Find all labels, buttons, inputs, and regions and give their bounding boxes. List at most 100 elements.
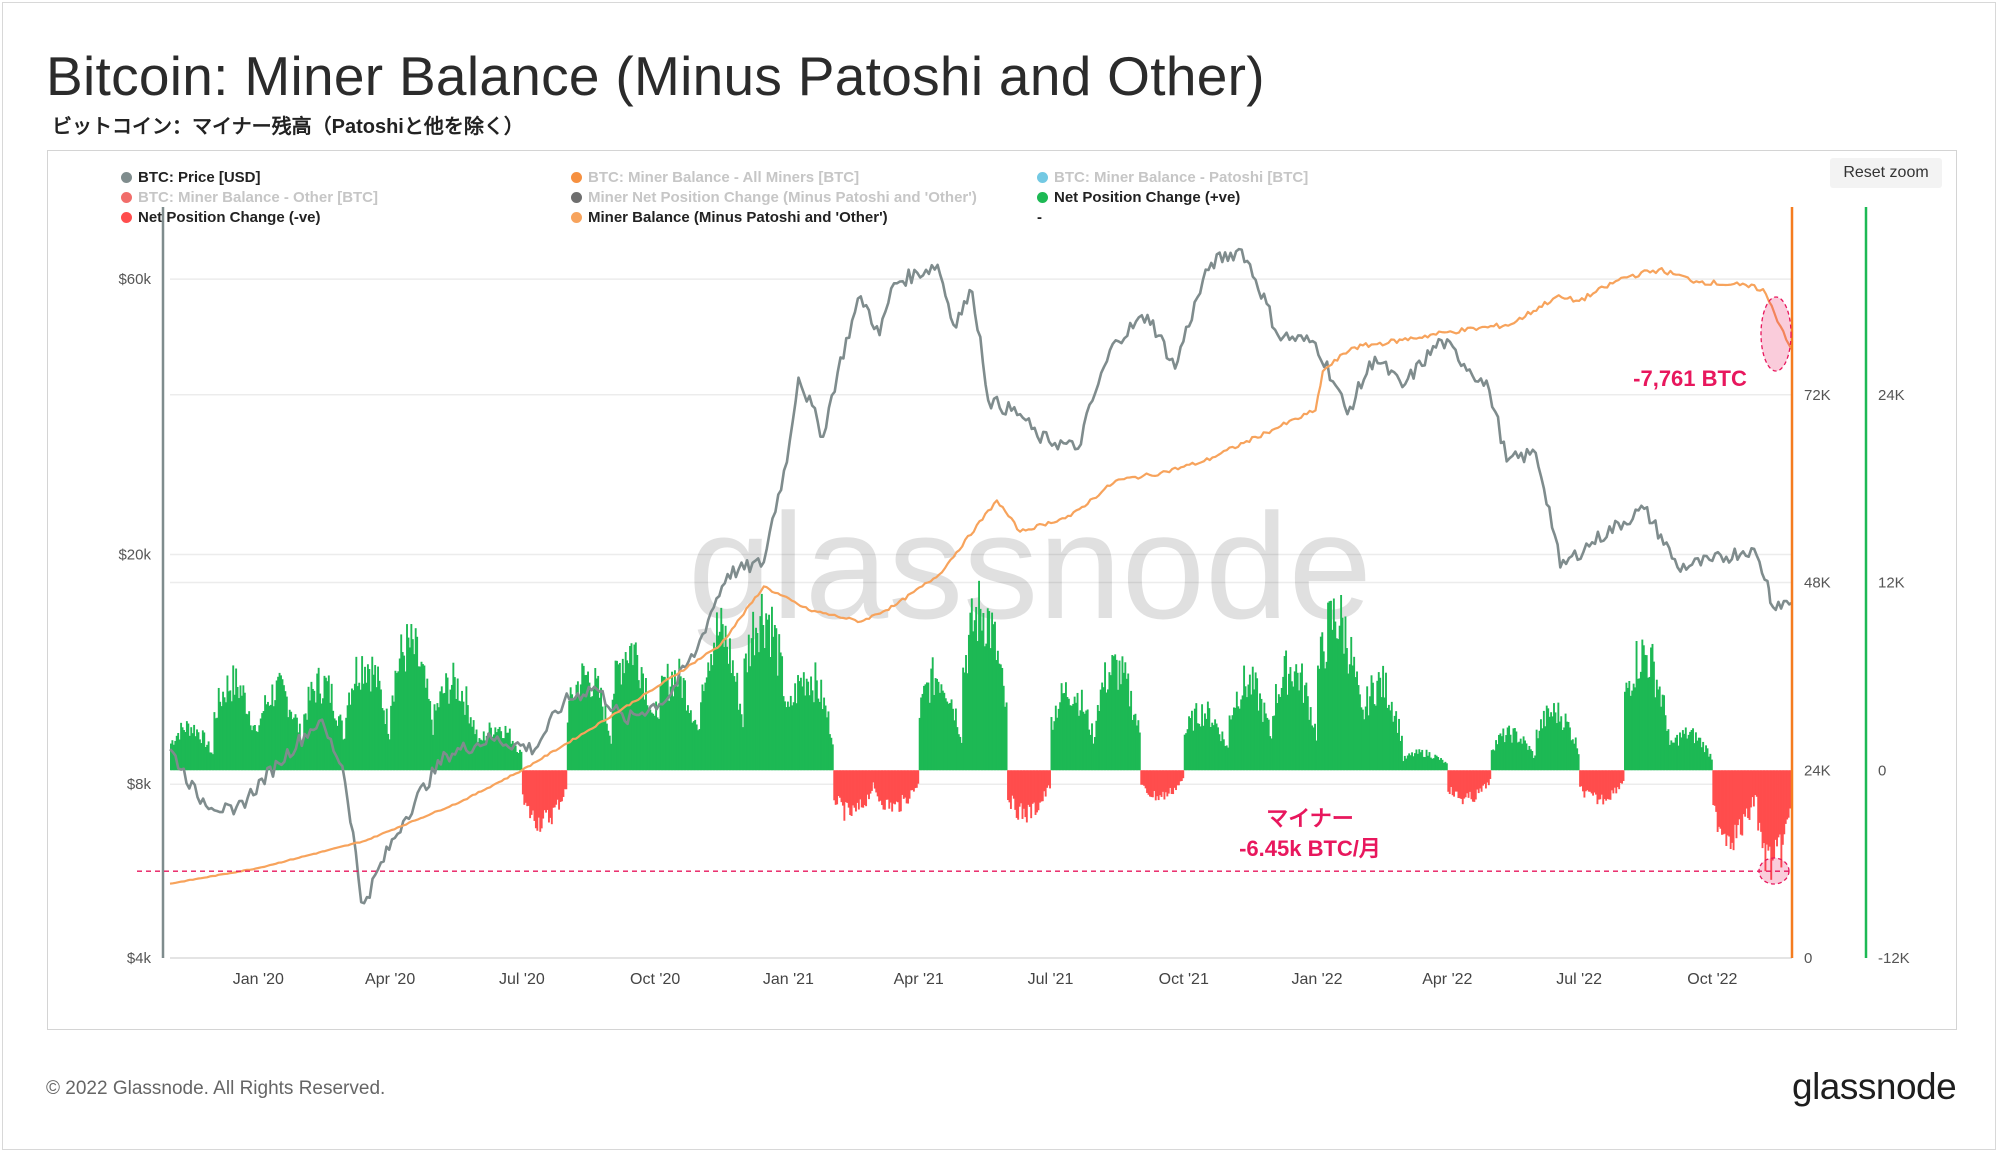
x-tick-label: Oct '20 [630,971,680,988]
legend-item-5[interactable]: Net Position Change (+ve) [1037,189,1240,206]
net-position-bar-positive [1493,750,1496,771]
legend-item-4[interactable]: Miner Net Position Change (Minus Patoshi… [571,189,977,206]
net-position-bar-positive [773,625,776,771]
net-position-bar-negative [1458,770,1461,799]
net-position-bar-positive [920,697,923,771]
legend-item-2[interactable]: BTC: Miner Balance - Patoshi [BTC] [1037,169,1308,186]
legend-item-7[interactable]: Miner Balance (Minus Patoshi and 'Other'… [571,209,888,226]
net-position-bar-negative [908,770,911,799]
net-position-bar-positive [332,710,335,771]
net-position-bar-positive [676,686,679,771]
net-position-bar-negative [1736,770,1739,826]
net-position-bar-negative [1751,770,1754,798]
net-position-bar-positive [1631,690,1634,771]
net-position-bar-negative [1020,770,1023,804]
net-position-bar-negative [1148,770,1151,797]
net-position-bar-negative [1046,770,1049,788]
net-position-bar-negative [1600,770,1603,795]
net-position-bar-negative [1163,770,1166,800]
net-position-bar-negative [1603,770,1606,800]
net-position-bar-positive [1710,759,1713,771]
legend-item-6[interactable]: Net Position Change (-ve) [121,209,321,226]
net-position-bar-positive [659,686,662,771]
net-position-bar-positive [957,734,960,771]
net-position-bar-positive [956,727,959,771]
net-position-bar-positive [655,701,658,771]
net-position-bar-positive [348,692,351,771]
reset-zoom-button[interactable]: Reset zoom [1830,158,1942,188]
net-position-bar-negative [1033,770,1036,803]
net-position-bar-positive [1324,668,1327,771]
net-position-bar-positive [1272,716,1274,771]
net-position-bar-positive [1075,702,1078,771]
net-position-bar-positive [989,648,992,771]
net-position-bar-negative [565,770,568,790]
net-position-bar-positive [1005,702,1008,771]
net-position-bar-positive [1117,689,1120,771]
net-position-bar-positive [1363,719,1366,771]
net-position-bar-positive [1521,743,1524,771]
net-position-bar-positive [637,680,640,771]
net-position-bar-positive [975,606,978,771]
legend-item-3[interactable]: BTC: Miner Balance - Other [BTC] [121,189,378,206]
net-position-bar-positive [398,658,401,771]
net-position-bar-negative [1744,770,1747,817]
legend-label: BTC: Miner Balance - Other [BTC] [138,189,379,206]
net-position-bar-positive [1702,741,1705,771]
net-position-bar-negative [1015,770,1018,818]
net-position-bar-negative [873,770,876,789]
legend-dot-icon [571,172,582,183]
legend-item-1[interactable]: BTC: Miner Balance - All Miners [BTC] [571,169,859,186]
net-position-bar-positive [813,702,815,771]
net-position-bar-negative [1043,770,1046,792]
net-position-bar-positive [1402,761,1405,771]
legend-item-8[interactable]: - [1037,209,1042,226]
net-position-bar-negative [1767,770,1770,851]
net-position-bar-negative [1012,770,1015,799]
net-position-bar-positive [802,672,805,771]
net-position-bar-negative [911,770,914,791]
net-position-bar-positive [818,701,821,771]
net-position-bar-positive [236,686,239,771]
net-position-bar-negative [1146,770,1148,793]
x-tick-label: Jul '20 [499,971,545,988]
price-line [169,247,1793,905]
net-position-bar-positive [1577,754,1580,771]
net-position-bar-positive [1215,723,1218,771]
net-position-bar-positive [1416,753,1419,771]
net-position-bar-positive [498,726,501,771]
net-position-bar-negative [524,770,527,803]
net-position-bar-positive [378,680,381,771]
net-position-bar-positive [1222,739,1225,771]
net-position-bar-positive [1312,727,1315,771]
net-position-bar-positive [1347,673,1350,771]
net-position-bar-positive [581,663,584,771]
net-position-bar-positive [1080,689,1083,771]
net-position-bar-positive [791,705,794,771]
net-position-bar-positive [824,705,827,771]
net-position-bar-negative [1770,770,1773,880]
net-position-bar-positive [403,655,406,771]
legend-item-0[interactable]: BTC: Price [USD] [121,169,261,186]
net-position-bar-positive [1185,733,1188,771]
net-position-bar-positive [736,672,739,771]
net-position-bar-negative [1144,770,1147,789]
net-position-bar-positive [1350,636,1353,771]
net-position-bar-positive [342,739,345,771]
net-position-bar-positive [1299,672,1302,771]
net-position-bar-positive [937,681,940,771]
net-position-bar-negative [1041,770,1044,802]
net-position-bar-negative [1483,770,1486,784]
net-position-bar-positive [669,686,672,771]
net-position-bar-positive [1316,665,1319,771]
net-position-bar-positive [705,677,708,771]
net-position-bar-negative [1169,770,1172,788]
net-position-bar-positive [1664,715,1667,771]
footer-logo: glassnode [1792,1066,1957,1107]
net-position-bar-positive [171,740,174,771]
net-position-bar-positive [1138,732,1141,771]
net-position-bar-positive [413,654,416,771]
balance-tick-label: 0 [1804,950,1812,967]
net-position-bar-positive [1550,712,1553,771]
